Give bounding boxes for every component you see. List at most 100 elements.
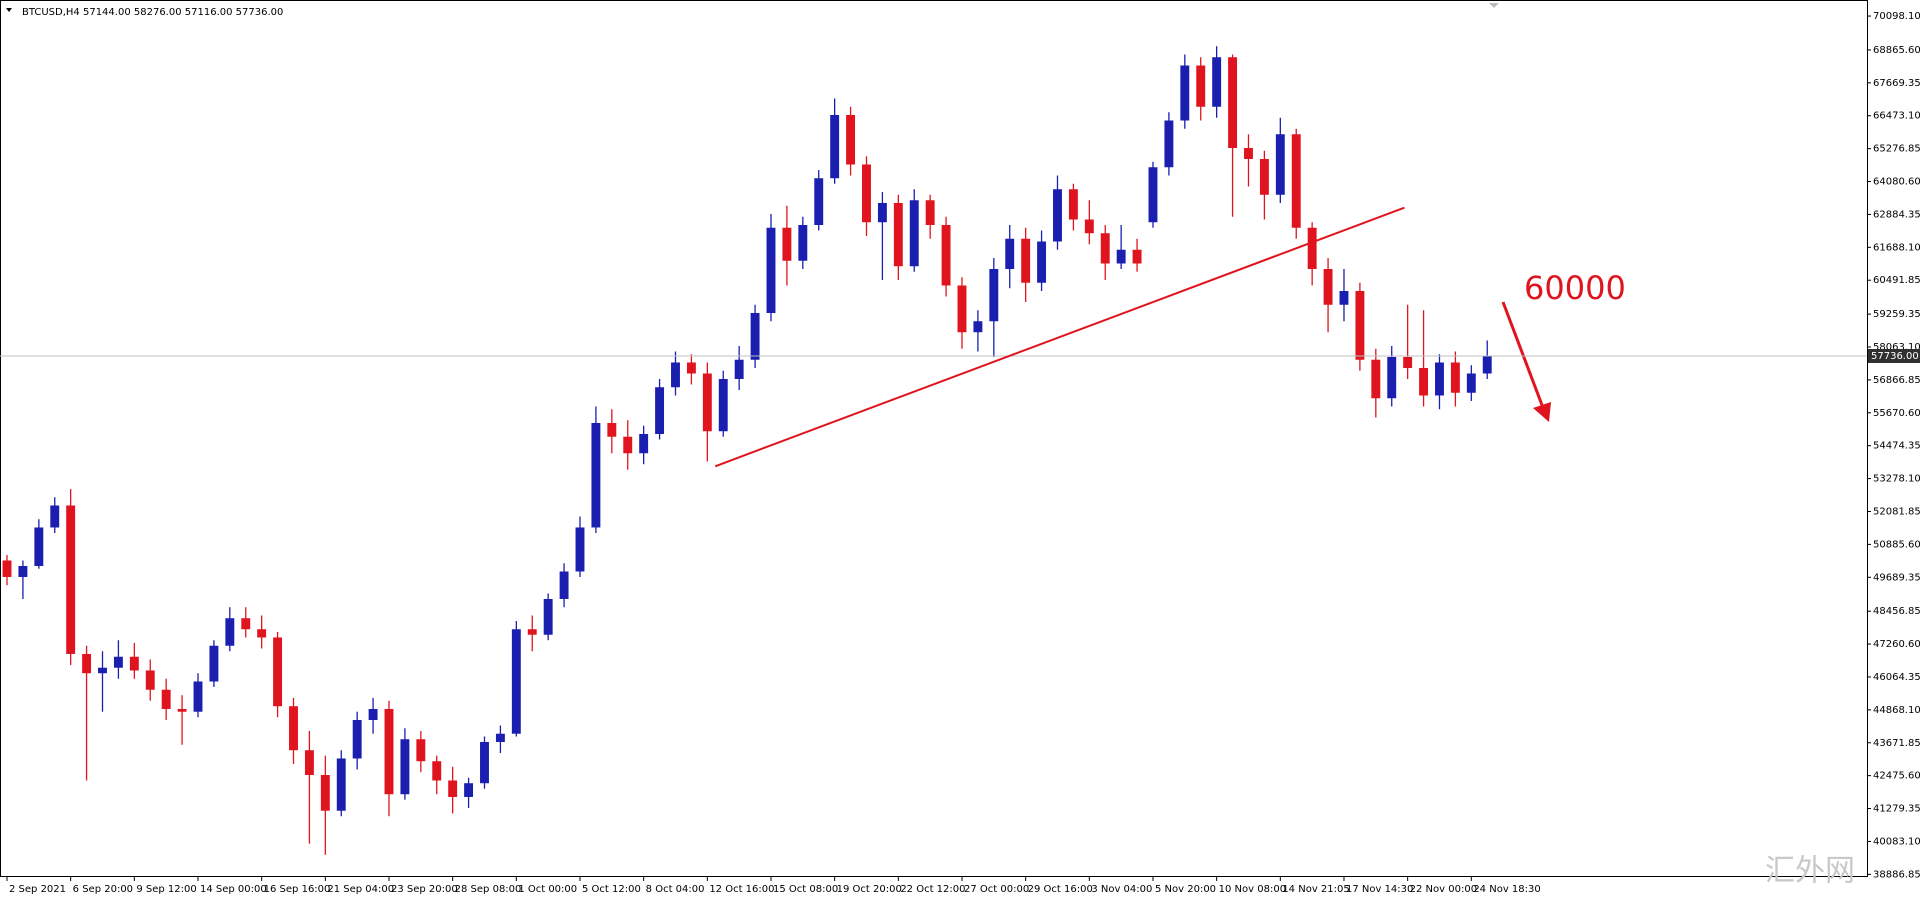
candle-body bbox=[925, 200, 935, 225]
candle-body bbox=[989, 268, 999, 322]
x-tick-label: 28 Sep 08:00 bbox=[455, 884, 522, 895]
candle-body bbox=[1100, 233, 1110, 264]
candle-body bbox=[1180, 65, 1190, 121]
candle-body bbox=[511, 629, 521, 734]
y-tick-label: 40083.10 bbox=[1873, 836, 1920, 847]
candle-body bbox=[50, 505, 60, 528]
candle-body bbox=[1339, 290, 1349, 305]
candle-body bbox=[1482, 355, 1492, 374]
candle-body bbox=[1307, 227, 1317, 269]
y-tick-label: 60491.85 bbox=[1873, 275, 1920, 286]
candle-body bbox=[257, 629, 267, 638]
candle-body bbox=[66, 505, 76, 654]
y-tick-label: 68865.60 bbox=[1873, 45, 1920, 56]
x-tick-label: 14 Sep 00:00 bbox=[200, 884, 267, 895]
candle-body bbox=[1371, 359, 1381, 399]
y-tick-label: 58063.10 bbox=[1873, 342, 1920, 353]
candle-body bbox=[304, 750, 314, 775]
annotation-text: 60000 bbox=[1524, 269, 1626, 307]
candle-body bbox=[1053, 189, 1062, 242]
y-tick-label: 64080.60 bbox=[1873, 177, 1920, 188]
x-tick-label: 24 Nov 18:30 bbox=[1473, 884, 1540, 895]
x-tick-label: 5 Oct 12:00 bbox=[582, 884, 641, 895]
x-tick-label: 15 Oct 08:00 bbox=[773, 884, 838, 895]
x-tick-label: 6 Sep 20:00 bbox=[73, 884, 133, 895]
y-tick-label: 49689.35 bbox=[1873, 572, 1920, 583]
y-tick-label: 55670.60 bbox=[1873, 408, 1920, 419]
candle-body bbox=[1164, 120, 1174, 168]
candle-body bbox=[1244, 147, 1253, 159]
candle-body bbox=[591, 422, 601, 528]
candle-body bbox=[766, 227, 776, 313]
candle-body bbox=[1259, 158, 1269, 195]
candle-body bbox=[1355, 290, 1365, 360]
candle-body bbox=[129, 656, 139, 671]
candle-body bbox=[1148, 167, 1158, 223]
menu-icon[interactable] bbox=[6, 8, 12, 12]
candle-body bbox=[384, 708, 394, 795]
candle-body bbox=[495, 733, 505, 742]
x-tick-label: 22 Oct 12:00 bbox=[900, 884, 965, 895]
candle-body bbox=[575, 527, 585, 572]
candle-body bbox=[543, 598, 553, 635]
candle-body bbox=[957, 285, 967, 333]
candle-body bbox=[336, 758, 346, 811]
x-tick-label: 29 Oct 16:00 bbox=[1028, 884, 1093, 895]
x-tick-label: 2 Sep 2021 bbox=[9, 884, 66, 895]
candle-body bbox=[98, 667, 107, 674]
y-tick-label: 59259.35 bbox=[1873, 309, 1920, 320]
candle-body bbox=[559, 571, 569, 599]
y-tick-label: 61688.10 bbox=[1873, 242, 1920, 253]
y-tick-label: 62884.35 bbox=[1873, 209, 1920, 220]
y-tick-label: 70098.10 bbox=[1873, 11, 1920, 22]
y-tick-label: 54474.35 bbox=[1873, 441, 1920, 452]
y-tick-label: 46064.35 bbox=[1873, 672, 1920, 683]
y-tick-label: 47260.60 bbox=[1873, 639, 1920, 650]
candle-body bbox=[1450, 362, 1460, 393]
x-tick-label: 22 Nov 00:00 bbox=[1410, 884, 1477, 895]
x-tick-label: 19 Oct 20:00 bbox=[837, 884, 902, 895]
candle-body bbox=[702, 373, 712, 432]
candle-body bbox=[893, 202, 903, 267]
candle-body bbox=[718, 378, 728, 432]
candle-body bbox=[193, 681, 203, 712]
candle-body bbox=[416, 739, 426, 762]
candle-body bbox=[368, 708, 378, 720]
y-tick-label: 53278.10 bbox=[1873, 474, 1920, 485]
candle-body bbox=[607, 422, 617, 437]
candle-body bbox=[113, 656, 123, 668]
candle-body bbox=[1005, 238, 1015, 269]
candle-body bbox=[1435, 362, 1444, 396]
candle-body bbox=[686, 362, 696, 374]
candle-body bbox=[1291, 134, 1301, 228]
candle-body bbox=[1196, 65, 1206, 107]
x-tick-label: 14 Nov 21:05 bbox=[1282, 884, 1349, 895]
candle-body bbox=[1084, 219, 1094, 234]
y-tick-label: 44868.10 bbox=[1873, 705, 1920, 716]
candle-body bbox=[1387, 356, 1397, 399]
candle-body bbox=[82, 653, 92, 674]
x-tick-label: 9 Sep 12:00 bbox=[136, 884, 196, 895]
x-tick-label: 8 Oct 04:00 bbox=[646, 884, 705, 895]
candle-body bbox=[161, 689, 171, 709]
candle-body bbox=[18, 565, 28, 577]
candle-body bbox=[798, 224, 808, 261]
candle-body bbox=[750, 312, 760, 360]
candle-body bbox=[1275, 134, 1285, 195]
candle-body bbox=[225, 618, 235, 646]
y-tick-label: 52081.85 bbox=[1873, 506, 1920, 517]
candle-body bbox=[209, 645, 219, 682]
x-tick-label: 27 Oct 00:00 bbox=[964, 884, 1029, 895]
chart-title: BTCUSD,H4 57144.00 58276.00 57116.00 577… bbox=[22, 7, 283, 18]
candle-body bbox=[1419, 367, 1429, 396]
x-tick-label: 1 Oct 00:00 bbox=[518, 884, 577, 895]
candle-body bbox=[1037, 241, 1047, 283]
arrow-shaft bbox=[1501, 301, 1547, 414]
candle-body bbox=[527, 629, 537, 635]
candle-body bbox=[941, 224, 951, 286]
plot-frame bbox=[0, 0, 1868, 877]
candle-body bbox=[2, 560, 12, 577]
candle-body bbox=[1132, 249, 1142, 264]
current-price-box bbox=[1868, 348, 1920, 363]
